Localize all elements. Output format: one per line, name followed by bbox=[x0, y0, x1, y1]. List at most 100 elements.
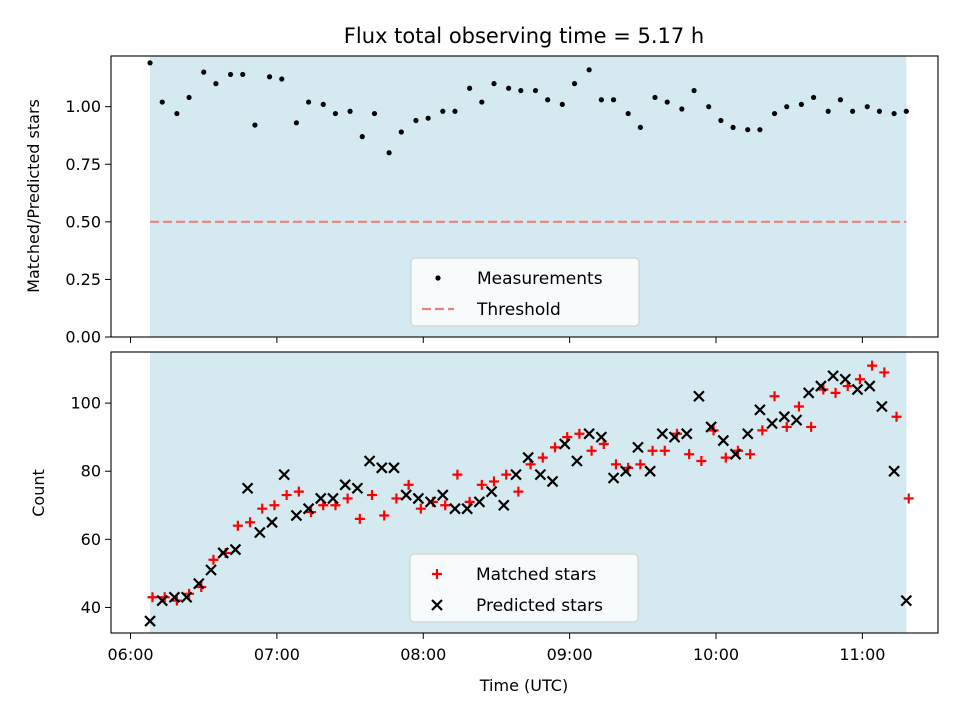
legend-box bbox=[409, 553, 639, 623]
predicted-star-point bbox=[254, 526, 266, 539]
predicted-star-point bbox=[705, 421, 717, 433]
predicted-star-point bbox=[595, 431, 608, 443]
predicted-star-point bbox=[766, 417, 778, 430]
measurement-point bbox=[240, 71, 246, 78]
x-axis-label: Time (UTC) bbox=[479, 676, 568, 695]
y-tick-label: 100 bbox=[70, 394, 101, 413]
chart-title: Flux total observing time = 5.17 h bbox=[344, 24, 704, 48]
predicted-star-point bbox=[351, 482, 364, 495]
legend-label: Predicted stars bbox=[476, 596, 603, 616]
matched-star-point bbox=[793, 401, 804, 412]
predicted-star-point bbox=[815, 380, 827, 392]
measurement-point bbox=[586, 67, 592, 73]
predicted-star-point bbox=[619, 465, 632, 477]
measurement-point bbox=[637, 124, 643, 131]
measurement-point bbox=[425, 115, 431, 121]
y-tick-label: 0.75 bbox=[65, 155, 101, 174]
measurement-point bbox=[332, 110, 339, 117]
panel-ratio: 0.00 0.25 0.50 0.75 1.00 Measurements Threshol… bbox=[65, 55, 939, 347]
measurement-point bbox=[610, 97, 617, 103]
predicted-star-point bbox=[278, 468, 290, 481]
measurement-point bbox=[652, 94, 658, 101]
matched-star-point bbox=[610, 459, 621, 470]
measurement-point bbox=[174, 110, 180, 117]
measurement-point bbox=[757, 127, 763, 133]
matched-star-point bbox=[549, 442, 560, 453]
measurement-point bbox=[398, 129, 404, 135]
matched-star-point bbox=[342, 493, 353, 504]
predicted-star-point bbox=[436, 489, 449, 501]
matched-star-point bbox=[806, 421, 817, 432]
predicted-star-point bbox=[156, 594, 169, 607]
y-tick-label: 40 bbox=[81, 598, 101, 617]
matched-star-point bbox=[659, 445, 670, 456]
measurement-point bbox=[625, 110, 631, 117]
measurement-point bbox=[359, 134, 365, 140]
matched-star-point bbox=[257, 503, 268, 514]
measurement-point bbox=[664, 99, 670, 105]
measurement-point bbox=[903, 108, 909, 114]
measurement-point bbox=[186, 94, 192, 101]
measurement-point bbox=[491, 81, 497, 87]
measurement-point bbox=[279, 76, 285, 82]
plot-frame bbox=[110, 55, 939, 338]
matched-star-point bbox=[415, 503, 426, 514]
matched-star-point bbox=[781, 421, 792, 432]
predicted-star-point bbox=[485, 485, 498, 498]
predicted-star-point bbox=[863, 380, 876, 392]
x-tick-label: 08:00 bbox=[400, 645, 446, 664]
measurement-point bbox=[810, 94, 817, 101]
predicted-star-point bbox=[376, 462, 388, 474]
measurement-point bbox=[518, 87, 524, 94]
predicted-star-point bbox=[888, 465, 900, 477]
measurement-point bbox=[559, 101, 565, 107]
measurement-point bbox=[798, 101, 804, 107]
predicted-star-point bbox=[522, 451, 534, 464]
measurement-point bbox=[718, 117, 724, 124]
predicted-star-point bbox=[290, 509, 303, 522]
predicted-star-point bbox=[461, 502, 473, 515]
matched-star-point bbox=[232, 520, 243, 531]
measurement-point bbox=[891, 110, 897, 117]
x-tick-label: 11:00 bbox=[839, 645, 885, 664]
matched-star-point bbox=[281, 490, 292, 501]
measurement-point bbox=[227, 71, 234, 78]
x-tick-label: 09:00 bbox=[547, 645, 593, 664]
predicted-star-point bbox=[473, 496, 486, 508]
measurement-point bbox=[266, 74, 273, 80]
predicted-star-point bbox=[400, 489, 412, 501]
matched-star-point bbox=[391, 493, 402, 504]
predicted-star-point bbox=[534, 468, 547, 481]
predicted-star-point bbox=[144, 615, 156, 627]
plot-frame bbox=[110, 351, 939, 634]
measurement-point bbox=[440, 108, 446, 114]
predicted-star-point bbox=[851, 383, 864, 396]
measurement-point bbox=[706, 104, 712, 110]
predicted-star-point bbox=[729, 448, 742, 460]
matched-star-point bbox=[513, 486, 524, 497]
predicted-star-point bbox=[632, 441, 644, 454]
matched-star-point bbox=[354, 513, 365, 524]
matched-star-point bbox=[635, 459, 646, 470]
measurement-point bbox=[784, 104, 790, 110]
measurement-point bbox=[479, 99, 485, 105]
matched-star-point bbox=[293, 486, 304, 497]
y-tick-label: 1.00 bbox=[65, 97, 101, 116]
matched-star-point bbox=[440, 500, 451, 511]
predicted-star-point bbox=[741, 427, 754, 440]
predicted-star-point bbox=[205, 564, 217, 576]
matched-star-point bbox=[501, 469, 512, 480]
predicted-star-point bbox=[607, 472, 620, 484]
predicted-star-point bbox=[717, 434, 730, 447]
predicted-star-point bbox=[497, 499, 510, 512]
matched-star-point bbox=[269, 500, 280, 511]
predicted-star-point bbox=[790, 414, 803, 426]
matched-star-point bbox=[403, 479, 414, 490]
predicted-star-point bbox=[424, 496, 437, 508]
measurement-point bbox=[159, 99, 165, 105]
predicted-star-point bbox=[412, 492, 425, 505]
y-axis-label-top: Matched/Predicted stars bbox=[24, 99, 43, 293]
measurement-point bbox=[213, 81, 219, 87]
predicted-star-point bbox=[876, 400, 888, 413]
